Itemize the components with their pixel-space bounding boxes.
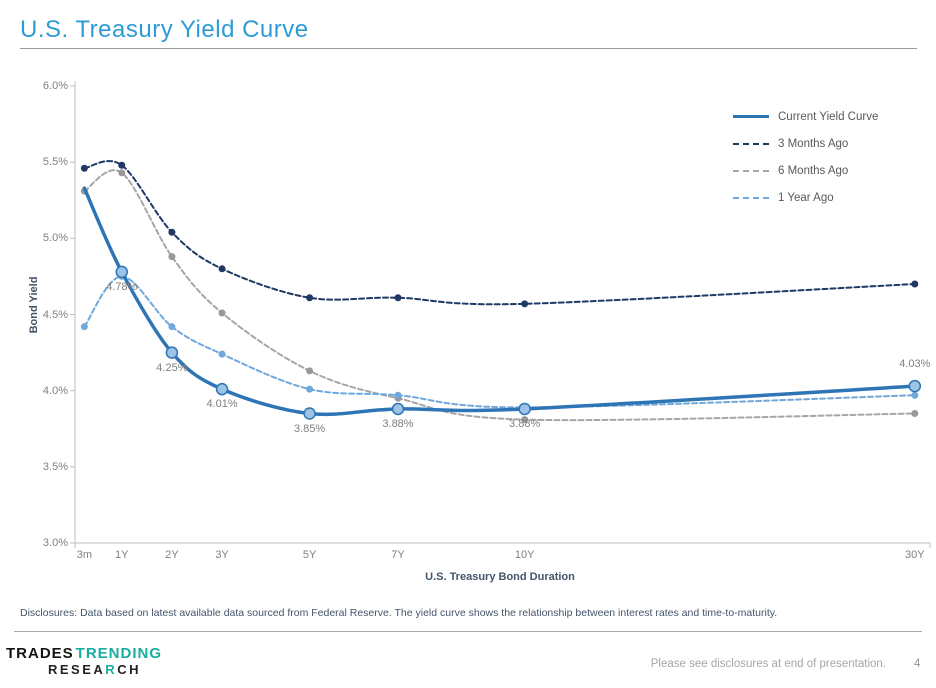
logo-trades-text: TRADES xyxy=(6,645,74,662)
data-point-current-yield-curve-1Y xyxy=(115,265,128,279)
legend-item-3-months-ago: 3 Months Ago xyxy=(733,130,878,157)
legend-line-sample xyxy=(733,196,769,199)
title-divider xyxy=(20,48,917,49)
legend-item-current-yield-curve: Current Yield Curve xyxy=(733,103,878,130)
legend-line-sample xyxy=(733,115,769,118)
disclosure-text: Disclosures: Data based on latest availa… xyxy=(20,607,778,619)
logo-accent-letter: R xyxy=(105,662,118,677)
data-point-label: 4.01% xyxy=(206,398,238,411)
chart-legend: Current Yield Curve 3 Months Ago 6 Month… xyxy=(733,103,878,211)
y-tick-label: 3.0% xyxy=(42,537,68,549)
x-tick-label: 10Y xyxy=(514,549,535,561)
data-point-1-year-ago-3Y xyxy=(218,350,226,358)
trades-trending-research-logo: TRADES TRENDING RESEARCH xyxy=(6,646,162,678)
data-point-3-months-ago-5Y xyxy=(306,294,314,302)
y-axis-title: Bond Yield xyxy=(28,276,40,334)
data-point-6-months-ago-2Y xyxy=(168,253,176,261)
logo-line-2: RESEARCH xyxy=(48,662,162,677)
data-point-6-months-ago-1Y xyxy=(118,169,126,177)
x-tick-label: 3m xyxy=(76,549,92,561)
legend-line-sample xyxy=(733,169,769,172)
data-point-3-months-ago-30Y xyxy=(911,280,919,288)
data-point-3-months-ago-3Y xyxy=(218,265,226,273)
data-point-1-year-ago-30Y xyxy=(911,391,919,399)
logo-research-text: CH xyxy=(117,662,141,677)
data-point-label: 4.03% xyxy=(899,358,931,371)
legend-item-6-months-ago: 6 Months Ago xyxy=(733,157,878,184)
data-point-current-yield-curve-2Y xyxy=(165,346,179,359)
data-point-label: 3.85% xyxy=(293,422,326,435)
series-line-current-yield-curve xyxy=(82,186,917,417)
logo-research-text: RESEA xyxy=(48,662,106,677)
y-tick-label: 3.5% xyxy=(42,460,68,473)
footer-divider xyxy=(14,631,922,632)
data-point-1-year-ago-10Y xyxy=(521,403,529,411)
data-point-6-months-ago-7Y xyxy=(394,394,402,402)
legend-line-sample xyxy=(733,142,769,145)
data-point-1-year-ago-3m xyxy=(80,323,88,331)
page-title: U.S. Treasury Yield Curve xyxy=(20,16,309,43)
data-point-1-year-ago-7Y xyxy=(394,391,402,399)
y-tick-label: 4.5% xyxy=(42,308,68,321)
data-point-1-year-ago-2Y xyxy=(168,323,176,331)
x-tick-label: 3Y xyxy=(215,549,229,561)
data-point-current-yield-curve-7Y xyxy=(391,402,405,416)
data-point-3-months-ago-7Y xyxy=(394,294,402,302)
x-axis-title: U.S. Treasury Bond Duration xyxy=(425,571,575,583)
data-point-label: 3.88% xyxy=(382,417,414,430)
x-tick-label: 30Y xyxy=(905,549,925,561)
data-point-1-year-ago-5Y xyxy=(306,385,314,393)
data-point-current-yield-curve-3Y xyxy=(215,382,229,396)
data-point-3-months-ago-2Y xyxy=(168,228,176,236)
data-point-label: 3.88% xyxy=(509,417,541,430)
footer-note: Please see disclosures at end of present… xyxy=(650,658,886,670)
y-tick-label: 5.0% xyxy=(42,232,68,245)
legend-item-1-year-ago: 1 Year Ago xyxy=(733,184,878,211)
series-line-1-year-ago xyxy=(83,275,916,409)
data-point-current-yield-curve-30Y xyxy=(908,379,922,393)
data-point-6-months-ago-3Y xyxy=(218,309,226,317)
legend-label: 1 Year Ago xyxy=(778,191,834,204)
data-point-current-yield-curve-10Y xyxy=(518,402,531,416)
data-point-3-months-ago-10Y xyxy=(521,300,529,308)
y-tick-label: 4.0% xyxy=(42,384,68,397)
data-point-label: 4.25% xyxy=(156,361,188,374)
data-point-current-yield-curve-5Y xyxy=(303,407,316,420)
data-point-6-months-ago-3m xyxy=(80,187,88,195)
data-point-6-months-ago-30Y xyxy=(911,410,919,418)
x-tick-label: 1Y xyxy=(115,549,129,561)
x-tick-label: 7Y xyxy=(391,549,405,561)
data-point-1-year-ago-1Y xyxy=(118,272,126,280)
x-tick-label: 5Y xyxy=(302,549,317,561)
legend-label: Current Yield Curve xyxy=(778,110,879,123)
logo-trending-text: TRENDING xyxy=(75,645,163,662)
data-point-3-months-ago-1Y xyxy=(118,161,126,169)
logo-line-1: TRADES TRENDING xyxy=(6,646,162,662)
legend-label: 6 Months Ago xyxy=(778,164,849,177)
y-tick-label: 6.0% xyxy=(42,80,68,92)
page-number: 4 xyxy=(914,658,921,670)
y-tick-label: 5.5% xyxy=(42,156,68,169)
data-point-6-months-ago-5Y xyxy=(306,367,314,375)
x-tick-label: 2Y xyxy=(165,549,179,561)
legend-label: 3 Months Ago xyxy=(778,137,849,150)
data-point-3-months-ago-3m xyxy=(80,164,88,172)
data-point-label: 4.78% xyxy=(106,280,138,293)
